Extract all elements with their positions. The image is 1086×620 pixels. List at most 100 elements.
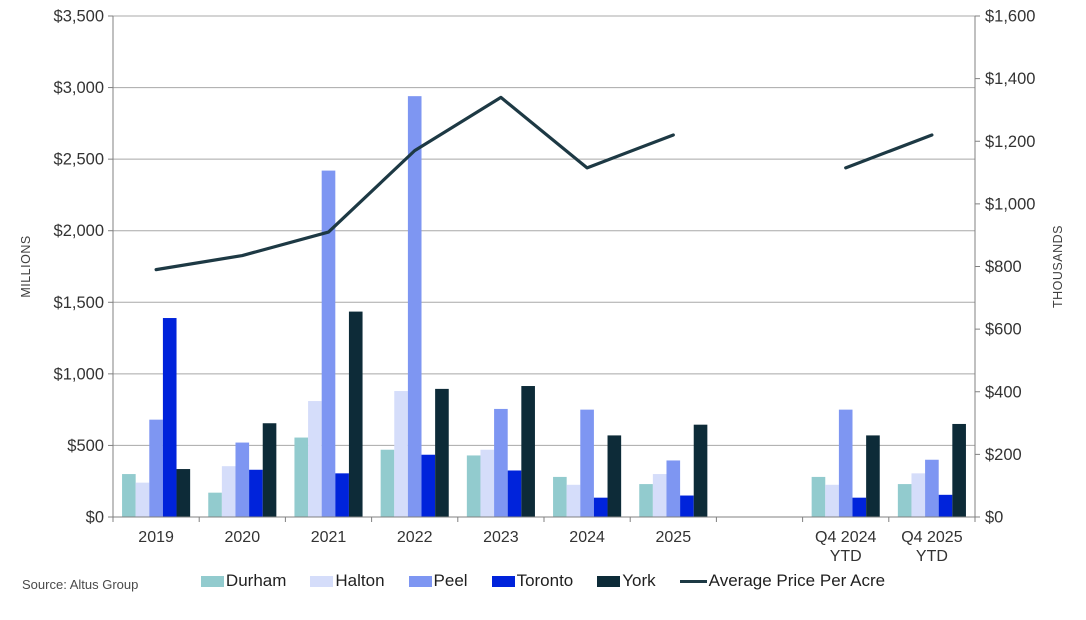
- legend-swatch-york-icon: [597, 575, 621, 587]
- bar-peel-2024: [580, 409, 594, 517]
- legend-swatch-toronto-icon: [491, 575, 515, 587]
- bar-york-2020: [262, 423, 277, 517]
- bar-york-2019: [176, 469, 191, 517]
- bar-halton-2021: [308, 401, 322, 517]
- legend-label-york: York: [622, 571, 656, 590]
- bar-toronto-2025: [680, 495, 694, 517]
- bar-halton-2023: [480, 449, 495, 517]
- bar-durham-2023: [466, 455, 481, 517]
- bar-durham-2022: [380, 449, 395, 517]
- bar-toronto-q4-2025-ytd: [938, 494, 953, 517]
- bar-york-2023: [521, 386, 535, 517]
- x-axis-label-2020: 2020: [225, 529, 261, 546]
- bar-halton-2020: [221, 466, 236, 517]
- y-axis-left-tick-label: $2,000: [54, 222, 104, 240]
- bar-toronto-2023: [507, 470, 522, 517]
- bar-peel-2021: [321, 170, 336, 517]
- y-axis-right-tick-label: $1,400: [985, 70, 1035, 88]
- price-chart-svg: $0 $500 $1,000 $1,500 $2,000 $2,500 $3,000 $3,5…: [19, 8, 1065, 566]
- y-axis-left-tick-label: $3,500: [54, 8, 104, 26]
- bar-york-q4-2024-ytd: [866, 435, 880, 517]
- y-axis-right-title: THOUSANDS: [1051, 225, 1065, 308]
- x-axis-label-q4-2025-ytd: YTD: [916, 548, 948, 565]
- bar-york-2022: [435, 388, 449, 517]
- y-axis-right-tick-label: $600: [985, 321, 1022, 339]
- y-axis-left-tick-label: $0: [86, 509, 104, 527]
- x-axis-label-2023: 2023: [483, 529, 519, 546]
- x-axis-label-2019: 2019: [138, 529, 174, 546]
- legend-item-halton: Halton: [310, 571, 385, 591]
- bar-peel-2020: [235, 442, 250, 517]
- bar-toronto-2019: [162, 318, 177, 517]
- source-note: Source: Altus Group: [22, 577, 139, 592]
- y-axis-right-tick-label: $400: [985, 383, 1022, 401]
- bar-york-q4-2025-ytd: [952, 423, 966, 517]
- bar-peel-q4-2025-ytd: [925, 459, 939, 517]
- bar-toronto-2022: [421, 454, 436, 517]
- y-axis-left-title: MILLIONS: [19, 235, 33, 297]
- y-axis-right-tick-label: $800: [985, 258, 1022, 276]
- legend-swatch-durham-icon: [200, 575, 224, 587]
- x-axis-label-q4-2025-ytd: Q4 2025: [901, 529, 962, 546]
- bar-durham-q4-2024-ytd: [811, 476, 826, 517]
- legend-item-peel: Peel: [408, 571, 468, 591]
- bar-durham-2021: [294, 437, 309, 517]
- legend-label-halton: Halton: [335, 571, 385, 590]
- y-axis-right-tick-label: $0: [985, 509, 1003, 527]
- x-axis-label-2021: 2021: [311, 529, 347, 546]
- y-axis-left-tick-label: $1,500: [54, 294, 104, 312]
- bar-halton-q4-2025-ytd: [911, 473, 926, 517]
- x-axis-label-2024: 2024: [569, 529, 605, 546]
- bar-peel-2025: [666, 460, 681, 517]
- bar-toronto-2020: [249, 469, 263, 517]
- bar-halton-2024: [566, 484, 581, 517]
- legend-item-toronto: Toronto: [491, 571, 574, 591]
- bar-peel-2019: [149, 419, 163, 517]
- bar-durham-2020: [208, 492, 222, 517]
- y-axis-right-tick-label: $200: [985, 446, 1022, 464]
- y-axis-left-tick-label: $1,000: [54, 365, 104, 383]
- bar-halton-2019: [135, 482, 150, 517]
- y-axis-right-tick-label: $1,600: [985, 8, 1035, 26]
- chart-legend: Durham Halton Peel Toronto York Average Price…: [0, 571, 1086, 591]
- legend-label-durham: Durham: [225, 571, 287, 590]
- legend-item-average-price-per-acre: Average Price Per Acre: [679, 571, 886, 591]
- bar-peel-2022: [407, 96, 422, 517]
- bar-durham-q4-2025-ytd: [897, 484, 912, 517]
- average-price-line-segment-1: [154, 95, 675, 272]
- y-axis-left-tick-label: $3,000: [54, 79, 104, 97]
- bar-halton-2022: [394, 391, 408, 517]
- x-axis-label-q4-2024-ytd: YTD: [830, 548, 862, 565]
- legend-swatch-halton-icon: [310, 575, 334, 587]
- bar-durham-2024: [553, 476, 567, 517]
- y-axis-right-tick-label: $1,200: [985, 133, 1035, 151]
- bar-york-2025: [693, 424, 708, 517]
- bar-toronto-2021: [335, 473, 349, 517]
- y-axis-left-tick-label: $500: [67, 437, 104, 455]
- bar-halton-q4-2024-ytd: [825, 484, 839, 517]
- legend-label-toronto: Toronto: [516, 571, 574, 590]
- bar-durham-2025: [639, 484, 653, 517]
- bar-peel-2023: [494, 408, 508, 517]
- chart-footer: Source: Altus Group Durham Halton Peel Toro…: [0, 568, 1086, 604]
- legend-label-average-price-per-acre: Average Price Per Acre: [708, 571, 886, 590]
- bar-toronto-2024: [593, 497, 608, 517]
- bar-york-2024: [607, 435, 622, 517]
- legend-swatch-average-price-per-acre-line-icon: [679, 579, 707, 583]
- average-price-line-segment-2: [844, 133, 934, 170]
- bar-halton-2025: [652, 474, 667, 517]
- bar-peel-q4-2024-ytd: [838, 409, 853, 517]
- x-axis-label-2025: 2025: [656, 529, 692, 546]
- bar-york-2021: [348, 311, 363, 517]
- x-axis-label-q4-2024-ytd: Q4 2024: [815, 529, 876, 546]
- y-axis-left-tick-label: $2,500: [54, 151, 104, 169]
- bar-toronto-q4-2024-ytd: [852, 497, 867, 517]
- legend-label-peel: Peel: [433, 571, 468, 590]
- x-axis-label-2022: 2022: [397, 529, 433, 546]
- legend-item-durham: Durham: [200, 571, 287, 591]
- legend-item-york: York: [597, 571, 656, 591]
- legend-swatch-peel-icon: [408, 575, 432, 587]
- y-axis-right-tick-label: $1,000: [985, 195, 1035, 213]
- bar-durham-2019: [122, 474, 136, 517]
